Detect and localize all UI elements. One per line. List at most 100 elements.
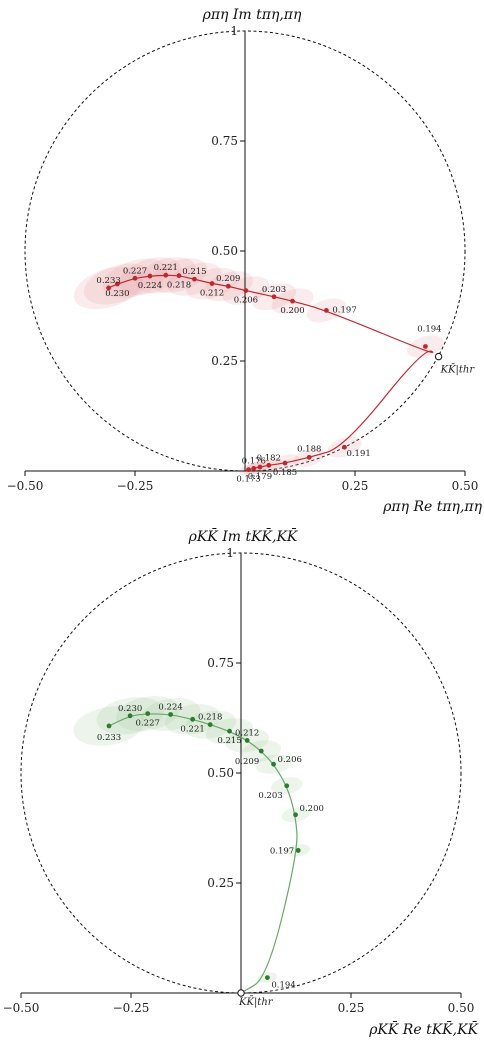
point-label: 0.200 (280, 306, 304, 316)
data-point (115, 281, 120, 287)
data-point (225, 283, 231, 289)
point-label: 0.194 (417, 324, 441, 334)
point-label: 0.191 (346, 449, 370, 459)
x-tick-label: −0.50 (7, 479, 44, 493)
threshold-marker (237, 989, 245, 997)
y-tick-label: 0.75 (207, 656, 234, 670)
point-label: 0.185 (273, 468, 297, 478)
data-point (127, 713, 133, 719)
bands-top (73, 257, 444, 476)
data-point (168, 712, 174, 717)
point-label: 0.215 (182, 267, 206, 277)
point-label: 0.209 (235, 757, 259, 767)
x-tick-label: 0.25 (342, 479, 369, 493)
point-label: 0.197 (332, 305, 356, 315)
point-label: 0.194 (271, 981, 295, 991)
data-point (209, 281, 215, 286)
y-axis-title-bottom: ρKK̄ Im tKK̄,KK̄ (188, 527, 299, 545)
x-tick-label: 0.25 (338, 1001, 365, 1015)
point-label: 0.221 (154, 263, 178, 273)
point-label: 0.182 (257, 453, 281, 463)
point-label: 0.200 (300, 804, 324, 814)
data-point (282, 460, 288, 466)
data-point (147, 273, 153, 279)
data-point (190, 716, 196, 722)
y-tick-label: 0.50 (207, 766, 234, 780)
points-top: 0.173 0.176 0.179 0.182 0.185 0.188 0.191 0.194… (96, 263, 441, 484)
x-tick-label: −0.25 (113, 1001, 150, 1015)
data-point (132, 275, 138, 281)
chart-top: −0.50 −0.25 0.25 0.50 0.25 0.50 0.75 1 0… (7, 7, 483, 515)
chart-bottom: −0.50 −0.25 0.25 0.50 0.25 0.50 0.75 1 0… (3, 527, 480, 1038)
point-label: 0.212 (235, 728, 259, 738)
point-label: 0.233 (96, 276, 120, 286)
y-tick-label: 1 (226, 546, 234, 560)
data-point (284, 783, 290, 789)
x-tick-label: −0.25 (117, 479, 154, 493)
y-ticks-top: 0.25 0.50 0.75 1 (211, 24, 245, 368)
point-label: 0.230 (118, 704, 142, 714)
x-ticks-top: −0.50 −0.25 0.25 0.50 (7, 471, 478, 493)
data-point (192, 276, 197, 282)
x-axis-title-bottom: ρKK̄ Re tKK̄,KK̄ (368, 1020, 479, 1038)
x-axis-title-top: ρπη Re tπη,πη (382, 499, 482, 515)
point-label: 0.227 (123, 266, 147, 276)
y-tick-label: 0.25 (211, 354, 238, 368)
data-point (176, 273, 182, 279)
data-point (163, 272, 169, 278)
x-tick-label: 0.50 (448, 1001, 475, 1015)
point-label: 0.224 (138, 281, 162, 291)
data-point (244, 738, 250, 743)
point-label: 0.197 (270, 846, 294, 856)
data-point (251, 465, 257, 471)
threshold-label: KK̄|thr (238, 996, 274, 1008)
point-label: 0.218 (198, 713, 222, 723)
data-point (306, 454, 312, 460)
data-point (290, 298, 295, 304)
data-point (106, 285, 111, 291)
threshold-bottom: KK̄|thr (237, 989, 274, 1008)
x-ticks-bottom: −0.50 −0.25 0.25 0.50 (3, 993, 475, 1015)
y-tick-label: 0.75 (211, 134, 238, 148)
data-point (258, 748, 264, 754)
y-axis-title-top: ρπη Im tπη,πη (202, 7, 302, 23)
point-label: 0.227 (136, 719, 160, 729)
point-label: 0.179 (248, 472, 272, 482)
data-point (342, 444, 347, 450)
data-point (324, 308, 329, 313)
point-label: 0.224 (158, 702, 182, 712)
data-point (271, 761, 276, 767)
point-label: 0.221 (180, 724, 204, 734)
point-label: 0.206 (278, 755, 302, 765)
data-point (293, 812, 298, 818)
point-label: 0.203 (262, 285, 286, 295)
threshold-top: KK̄|thr (434, 352, 476, 376)
y-tick-label: 0.50 (211, 244, 238, 258)
threshold-label: KK̄|thr (440, 364, 476, 376)
points-bottom: 0.194 0.197 0.200 0.203 0.206 0.209 0.2120.215… (97, 702, 324, 990)
point-label: 0.230 (105, 289, 129, 299)
curve-bottom (108, 713, 298, 994)
y-tick-label: 1 (230, 24, 238, 38)
y-tick-label: 0.25 (207, 876, 234, 890)
point-label: 0.188 (297, 444, 321, 454)
point-label: 0.176 (242, 456, 266, 466)
y-ticks-bottom: 0.25 0.50 0.75 1 (207, 546, 241, 890)
data-point (423, 344, 428, 349)
data-point (227, 728, 232, 734)
point-label: 0.233 (97, 733, 121, 743)
data-point (145, 711, 151, 716)
point-label: 0.218 (167, 281, 191, 291)
data-point (106, 723, 112, 729)
point-label: 0.203 (258, 791, 282, 801)
data-point (243, 288, 249, 293)
data-point (295, 848, 301, 853)
point-label: 0.173 (236, 475, 260, 485)
data-point (257, 464, 263, 470)
data-point (207, 722, 213, 727)
point-label: 0.209 (216, 274, 240, 284)
data-point (266, 462, 272, 468)
point-label: 0.206 (234, 296, 258, 306)
data-point (246, 467, 251, 473)
